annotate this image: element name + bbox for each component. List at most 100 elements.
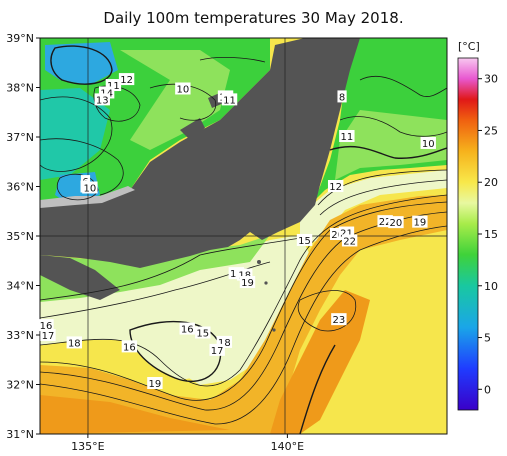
colorbar-tick-label: 0 — [484, 383, 491, 396]
sea-of-japan-lime — [120, 50, 230, 150]
izu-island — [257, 260, 261, 264]
isotherm-line — [40, 237, 301, 301]
coast-gray-fringe — [40, 186, 135, 208]
isotherm-label-bg — [94, 93, 110, 106]
isotherm-label: 16 — [40, 321, 53, 332]
isotherm-label-bg — [239, 276, 256, 289]
land-kii — [40, 255, 120, 300]
isotherm-line — [40, 138, 124, 196]
colorbar-tick-label: 15 — [484, 228, 498, 241]
isotherm-label: 22 — [379, 217, 392, 228]
isotherm-label-bg — [82, 181, 98, 194]
isotherm-line — [297, 290, 357, 332]
isotherm-label: 19 — [149, 379, 162, 390]
izu-island — [272, 328, 276, 332]
isotherm-label: 10 — [176, 84, 189, 95]
isotherm-label: 23 — [332, 315, 345, 326]
pacific-ne-lime — [335, 110, 447, 180]
land-honshu — [40, 38, 360, 268]
isotherm-label: 15 — [196, 329, 209, 340]
colorbar-tick-label: 10 — [484, 280, 498, 293]
isotherm-label: 18 — [218, 338, 231, 349]
isotherm-line — [319, 179, 447, 216]
lat-tick-label: 32°N — [6, 379, 34, 392]
colorbar-tick-label: 30 — [484, 73, 498, 86]
isotherm-line-bold — [329, 145, 447, 159]
lon-tick-label: 140°E — [271, 440, 304, 453]
isotherm-label-bg — [195, 326, 211, 339]
isotherm-label-bg — [331, 313, 347, 326]
land-noto — [180, 118, 205, 140]
isotherm-line — [339, 116, 447, 137]
isotherm-label-bg — [179, 322, 195, 335]
isotherm-label: 21 — [340, 229, 353, 240]
isotherm-line — [317, 169, 447, 206]
colorbar-ticks: 30 25 20 15 10 5 0 — [478, 73, 498, 396]
warm-south-west — [40, 395, 230, 434]
lat-tick-label: 39°N — [6, 32, 34, 45]
isotherm-label-bg — [175, 82, 191, 95]
isotherm-line — [40, 201, 447, 401]
isotherm-line — [40, 225, 447, 425]
lat-tick-label: 38°N — [6, 82, 34, 95]
isotherm-label: 19 — [241, 278, 254, 289]
lat-tick-label: 35°N — [6, 230, 34, 243]
lon-tick-label: 135°E — [71, 440, 104, 453]
isotherm-label-bg — [221, 93, 238, 106]
isotherm-label: 15 — [298, 236, 311, 247]
isotherm-label-bg — [341, 234, 358, 247]
isotherm-label: 16 — [181, 325, 194, 336]
kuroshio-orange — [40, 195, 447, 434]
lat-tick-label: 33°N — [6, 329, 34, 342]
lat-tick-label: 37°N — [6, 131, 34, 144]
map-title: Daily 100m temperatures 30 May 2018. — [103, 9, 404, 27]
isotherm-label-bg — [38, 319, 54, 332]
isotherm-label-bg — [388, 216, 404, 229]
isotherm-line — [199, 57, 266, 63]
isotherm-line-bold — [299, 344, 336, 434]
isotherm-label: 17 — [211, 346, 224, 357]
isotherm-line — [359, 75, 447, 97]
colorbar-tick-label: 25 — [484, 124, 498, 137]
isotherm-label: 19 — [413, 218, 426, 229]
longitude-axis: 135°E 140°E — [71, 434, 304, 453]
isotherm-label: 12 — [329, 182, 342, 193]
isotherm-label-bg — [147, 377, 163, 390]
isotherm-label-bg — [40, 329, 56, 341]
isotherm-label: 20 — [331, 230, 344, 241]
isotherm-labels: 1211141310101181110681012222019152021221… — [38, 73, 436, 390]
isotherm-label: 22 — [343, 236, 356, 247]
teal-band-west — [40, 88, 110, 180]
isotherm-label: 17 — [230, 269, 243, 280]
isotherm-label: 18 — [68, 338, 81, 349]
isotherm-label-bg — [339, 130, 355, 143]
latitude-axis: 39°N 38°N 37°N 36°N 35°N 34°N 33°N 32°N 31°N — [6, 32, 40, 441]
gridlines — [40, 38, 447, 434]
isotherm-label: 13 — [96, 95, 109, 106]
lat-tick-label: 34°N — [6, 280, 34, 293]
isotherm-label: 16 — [123, 342, 136, 353]
isotherm-label-bg — [121, 340, 138, 353]
isotherm-label: 8 — [339, 92, 345, 103]
isotherm-label: 10 — [84, 183, 97, 194]
lat-tick-label: 31°N — [6, 428, 34, 441]
isotherm-label-bg — [337, 90, 347, 103]
isotherm-line — [40, 96, 113, 172]
isotherm-label-bg — [66, 336, 83, 349]
isotherm-line — [40, 211, 447, 411]
isotherm-label: 20 — [390, 218, 403, 229]
isotherm-label: 17 — [42, 331, 55, 342]
isotherm-label-bg — [296, 233, 313, 246]
isotherm-line — [149, 83, 217, 121]
colorbar-tick-label: 20 — [484, 176, 498, 189]
isotherm-label: 10 — [422, 139, 435, 150]
colorbar: [°C] 30 25 20 15 10 5 0 — [457, 40, 498, 411]
isotherm-line-bold — [129, 320, 222, 382]
colorbar-unit: [°C] — [458, 40, 480, 53]
colorbar-scale — [457, 57, 479, 411]
isotherm-label: 11 — [223, 95, 236, 106]
isotherm-line-bold — [50, 45, 113, 85]
isotherm-label-bg — [412, 215, 428, 228]
isotherm-label-bg — [118, 73, 135, 86]
